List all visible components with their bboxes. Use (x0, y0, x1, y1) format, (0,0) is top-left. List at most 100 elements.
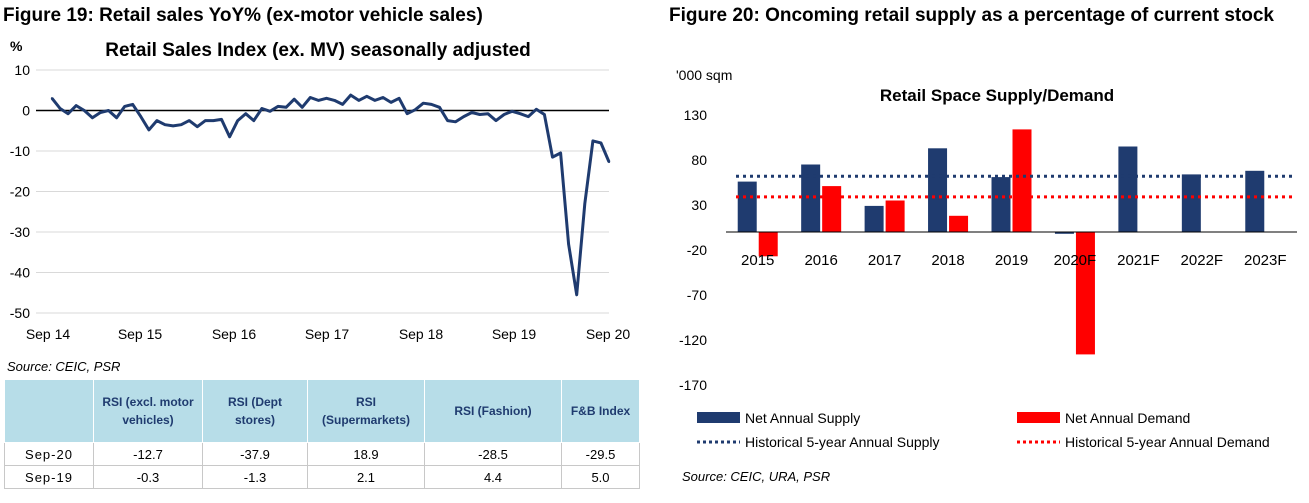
line-point (163, 123, 167, 126)
y-tick-label: -20 (10, 184, 30, 200)
line-point (276, 105, 280, 108)
legend-swatch (1017, 412, 1060, 423)
bar-chart-y-axis-label: '000 sqm (676, 67, 732, 83)
line-point (599, 141, 603, 145)
line-point (333, 99, 336, 102)
x-tick-label: Sep 20 (586, 326, 631, 342)
bar (1181, 174, 1201, 232)
figure-20-title: Figure 20: Oncoming retail supply as a p… (669, 5, 1274, 26)
figure-19-title: Figure 19: Retail sales YoY% (ex-motor v… (3, 5, 483, 26)
x-tick-label: Sep 19 (492, 326, 537, 342)
line-point (583, 202, 586, 205)
x-tick-label: 2022F (1181, 252, 1224, 269)
y-tick-label: -70 (687, 287, 707, 303)
line-point (397, 97, 401, 100)
line-point (486, 112, 490, 115)
line-point (228, 135, 231, 139)
x-tick-label: 2016 (804, 252, 837, 269)
bar-chart-y-ticks: 130 80 30 -20 -70 -120 -170 (679, 107, 707, 393)
bar-chart-legend: Net Annual Supply Net Annual Demand Histor… (697, 410, 1270, 450)
line-point (99, 111, 102, 114)
line-chart-x-ticks: Sep 14 Sep 15 Sep 16 Sep 17 Sep 18 Sep 19 Sep … (26, 326, 631, 342)
x-tick-label: Sep 16 (212, 326, 257, 342)
line-chart-title: Retail Sales Index (ex. MV) seasonally a… (105, 40, 531, 61)
line-chart-y-ticks: 10 0 -10 -20 -30 -40 -50 (10, 62, 30, 321)
bar (822, 186, 842, 232)
line-point (107, 109, 110, 112)
table-row: Sep-20 -12.7 -37.9 18.9 -28.5 -29.5 (4, 442, 640, 466)
line-chart-y-axis-label: % (10, 38, 23, 54)
x-tick-label: 2015 (741, 252, 774, 269)
y-tick-label: -30 (10, 224, 30, 240)
line-point (50, 97, 54, 100)
bar (864, 205, 884, 232)
line-point (478, 113, 482, 116)
line-point (309, 96, 312, 99)
bar-chart-x-ticks: 2015 2016 2017 2018 2019 2020F 2021F 2022F 2023F (741, 252, 1287, 269)
figure-20-source: Source: CEIC, URA, PSR (682, 469, 831, 484)
table-cell: 5.0 (561, 465, 640, 489)
line-point (58, 107, 62, 110)
line-point (414, 108, 417, 111)
line-point (607, 160, 611, 164)
line-point (66, 112, 70, 115)
line-point (91, 116, 94, 119)
line-point (341, 103, 344, 106)
line-point (188, 119, 191, 122)
line-point (510, 110, 514, 113)
bar (928, 148, 948, 232)
table-cell: -0.3 (93, 465, 203, 489)
line-point (123, 105, 126, 108)
y-tick-label: -120 (679, 332, 707, 348)
y-tick-label: 30 (691, 197, 707, 213)
line-chart-series (50, 93, 611, 297)
line-point (349, 93, 352, 97)
line-chart-points (50, 93, 611, 296)
line-point (502, 113, 506, 116)
line-point (373, 99, 377, 102)
line-point (147, 128, 151, 132)
line-chart-gridlines (36, 69, 609, 314)
bar (801, 164, 821, 232)
line-point (543, 113, 546, 116)
y-tick-label: 80 (691, 152, 707, 168)
line-point (131, 103, 134, 106)
table-header-cell: RSI (excl. motor vehicles) (93, 379, 203, 443)
legend-label: Net Annual Supply (745, 410, 860, 426)
bar (1118, 146, 1138, 232)
line-point (591, 139, 595, 143)
bar (758, 232, 778, 257)
table-cell: -29.5 (561, 442, 640, 466)
line-point (244, 112, 247, 115)
table-cell: -1.3 (202, 465, 308, 489)
table-cell: 4.4 (424, 465, 562, 489)
line-point (252, 119, 256, 122)
legend-swatch (697, 412, 740, 423)
y-tick-label: 0 (22, 103, 30, 119)
line-point (212, 119, 215, 122)
x-tick-label: Sep 14 (26, 326, 71, 342)
line-point (365, 95, 369, 98)
bar-chart-title: Retail Space Supply/Demand (880, 86, 1114, 105)
line-point (575, 293, 578, 296)
line-point (494, 119, 498, 122)
y-tick-label: -20 (687, 242, 707, 258)
table-cell: 18.9 (307, 442, 425, 466)
line-point (357, 99, 360, 102)
line-point (325, 97, 328, 100)
y-tick-label: 130 (684, 107, 708, 123)
x-tick-label: 2017 (868, 252, 901, 269)
rsi-table: RSI (excl. motor vehicles) RSI (Dept sto… (4, 379, 640, 489)
line-point (462, 115, 465, 118)
line-point (422, 102, 425, 105)
table-header-cell (4, 379, 94, 443)
bar (949, 215, 969, 232)
x-tick-label: 2020F (1054, 252, 1097, 269)
line-point (220, 118, 223, 121)
bar (737, 181, 757, 232)
line-point (389, 101, 393, 104)
line-point (535, 108, 538, 111)
x-tick-label: 2019 (995, 252, 1028, 269)
bar (1054, 232, 1074, 234)
line-point (236, 119, 239, 122)
